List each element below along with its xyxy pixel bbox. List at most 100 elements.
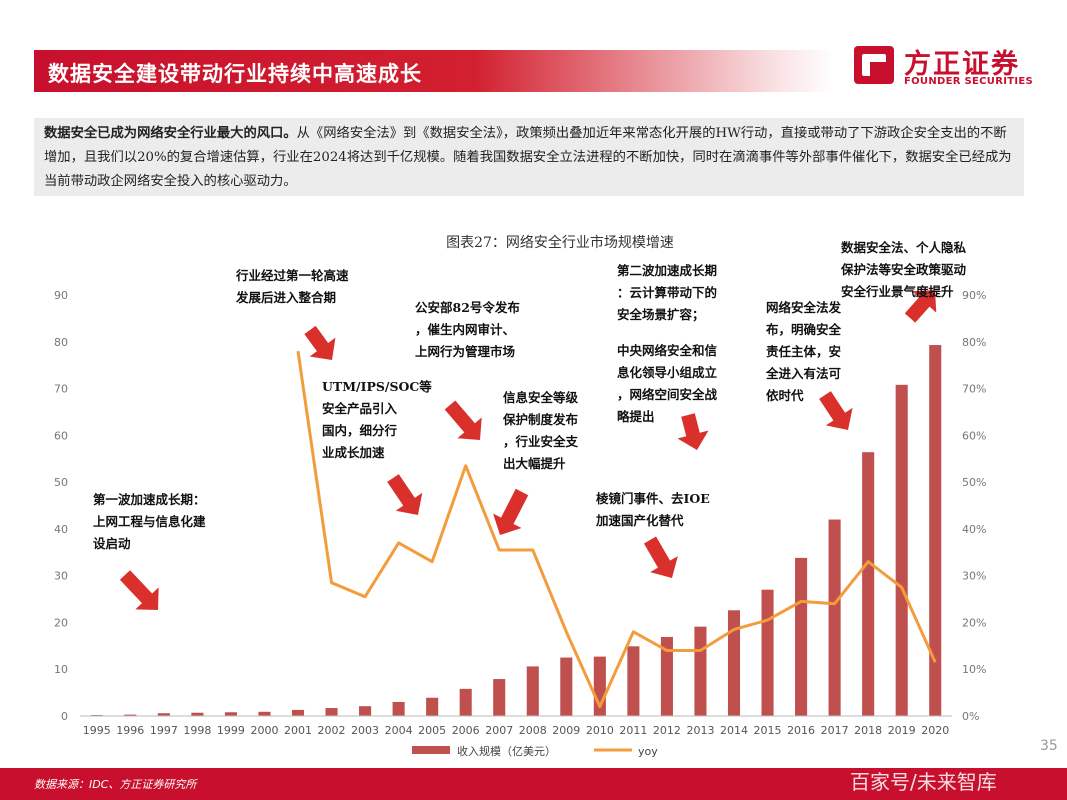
x-tick-label: 2008 — [519, 724, 547, 737]
annotation-line: UTM/IPS/SOC等 — [322, 379, 432, 394]
x-tick-label: 1997 — [150, 724, 178, 737]
right-tick-label: 0% — [962, 710, 979, 723]
bar-2013 — [694, 626, 707, 716]
x-tick-label: 2014 — [720, 724, 748, 737]
x-tick-label: 2004 — [385, 724, 413, 737]
watermark: 百家号/未来智库 — [850, 770, 997, 794]
legend-line-label: yoy — [638, 745, 658, 758]
x-tick-label: 2010 — [586, 724, 614, 737]
right-tick-label: 50% — [962, 476, 986, 489]
x-tick-label: 2002 — [318, 724, 346, 737]
x-tick-label: 2020 — [921, 724, 949, 737]
annotation-line: 棱镜门事件、去IOE — [596, 491, 710, 506]
bar-2006 — [459, 688, 472, 716]
x-tick-label: 2015 — [754, 724, 782, 737]
annotation-1: 第一波加速成长期： 上网工程与信息化建 设启动 — [93, 489, 206, 555]
annotation-line: ：云计算带动下的 — [617, 285, 718, 300]
bar-2008 — [526, 666, 539, 716]
bar-2014 — [727, 610, 741, 716]
left-tick-label: 70 — [54, 383, 68, 396]
bar-2002 — [325, 708, 338, 716]
right-tick-label: 70% — [962, 383, 986, 396]
yoy-line — [296, 350, 937, 709]
x-tick-label: 1996 — [116, 724, 144, 737]
annotation-line: ，网络空间安全战 — [617, 387, 718, 402]
annotation-line: 略提出 — [617, 409, 655, 424]
left-tick-label: 30 — [54, 570, 68, 583]
left-tick-label: 80 — [54, 336, 68, 349]
bar-2004 — [392, 701, 405, 716]
bar-1998 — [191, 712, 204, 716]
x-tick-label: 1999 — [217, 724, 245, 737]
summary-lead: 数据安全已成为网络安全行业最大的风口。 — [44, 126, 297, 141]
annotation-line: 责任主体，安 — [766, 344, 842, 359]
x-tick-label: 2018 — [854, 724, 882, 737]
page-title: 数据安全建设带动行业持续中高速成长 — [48, 62, 422, 86]
right-tick-label: 30% — [962, 570, 986, 583]
x-tick-label: 2017 — [821, 724, 849, 737]
right-tick-label: 40% — [962, 523, 986, 536]
left-tick-label: 60 — [54, 429, 68, 442]
bar-2003 — [359, 706, 372, 716]
left-tick-label: 0 — [61, 710, 68, 723]
annotation-line: 依时代 — [766, 388, 804, 403]
bar-1999 — [224, 712, 237, 716]
x-tick-label: 2009 — [552, 724, 580, 737]
bar-2020 — [929, 345, 942, 716]
annotation-3: UTM/IPS/SOC等 安全产品引入 国内，细分行 业成长加速 — [322, 376, 432, 464]
bar-2000 — [258, 711, 271, 716]
summary-box: 数据安全已成为网络安全行业最大的风口。从《网络安全法》到《数据安全法》，政策频出… — [34, 118, 1024, 196]
summary-body: 从《网络安全法》到《数据安全法》，政策频出叠加近年来常态化开展的HW行动，直接或… — [44, 126, 1012, 189]
x-tick-label: 2013 — [686, 724, 714, 737]
annotation-line: 安全场景扩容； — [617, 307, 705, 322]
annotation-arrow-icon — [493, 488, 529, 535]
bar-2011 — [627, 646, 640, 716]
annotation-line: 数据安全法、个人隐私 — [841, 240, 967, 255]
x-tick-label: 2005 — [418, 724, 446, 737]
annotation-line: ，行业安全支 — [503, 434, 579, 449]
annotation-line: 发展后进入整合期 — [236, 290, 337, 305]
right-tick-label: 80% — [962, 336, 986, 349]
left-tick-label: 20 — [54, 616, 68, 629]
founder-logo: 方正证券 FOUNDER SECURITIES — [852, 42, 1037, 92]
right-tick-label: 60% — [962, 429, 986, 442]
x-tick-label: 1995 — [83, 724, 111, 737]
annotation-arrow-icon — [677, 413, 709, 450]
bar-2007 — [493, 679, 506, 716]
annotation-arrow-icon — [904, 290, 937, 323]
annotation-line: ，催生内网审计、 — [415, 322, 516, 337]
x-tick-label: 2012 — [653, 724, 681, 737]
legend: 收入规模（亿美元） yoy — [412, 744, 658, 758]
yoy-polyline — [296, 350, 937, 709]
founder-logo-icon — [854, 46, 894, 84]
x-tick-label: 2003 — [351, 724, 379, 737]
bar-2005 — [426, 697, 439, 716]
right-axis: 0% 10% 20% 30% 40% 50% 60% 70% 80% 90% — [962, 289, 986, 723]
annotation-line: 业成长加速 — [322, 445, 385, 460]
annotation-arrow-icon — [643, 536, 678, 578]
annotation-line: 布，明确安全 — [766, 322, 842, 337]
annotation-9: 网络安全法发 布，明确安全 责任主体，安 全进入有法可 依时代 — [766, 297, 841, 407]
bar-2001 — [291, 709, 305, 716]
annotation-line: 保护制度发布 — [503, 412, 579, 427]
bar-2009 — [560, 657, 573, 716]
data-source: 数据来源：IDC、方正证券研究所 — [34, 778, 197, 791]
footer-bar: 数据来源：IDC、方正证券研究所 — [0, 768, 1067, 800]
annotation-line: 安全行业景气度提升 — [841, 284, 954, 299]
x-tick-label: 2011 — [619, 724, 647, 737]
x-tick-label: 2019 — [888, 724, 916, 737]
annotation-line: 安全产品引入 — [322, 401, 398, 416]
annotation-10: 数据安全法、个人隐私 保护法等安全政策驱动 安全行业景气度提升 — [841, 237, 966, 303]
bar-1997 — [157, 713, 170, 716]
annotation-line: 公安部82号令发布 — [415, 300, 520, 315]
x-tick-label: 2006 — [452, 724, 480, 737]
revenue-bars — [90, 345, 942, 716]
annotation-line: 第二波加速成长期 — [617, 263, 718, 278]
annotation-arrows — [119, 290, 937, 610]
annotation-line: 上网工程与信息化建 — [93, 514, 206, 529]
annotation-line: 加速国产化替代 — [596, 513, 684, 528]
left-axis: 0 10 20 30 40 50 60 70 80 90 — [54, 289, 68, 723]
bar-2012 — [660, 636, 673, 716]
x-tick-label: 2001 — [284, 724, 312, 737]
